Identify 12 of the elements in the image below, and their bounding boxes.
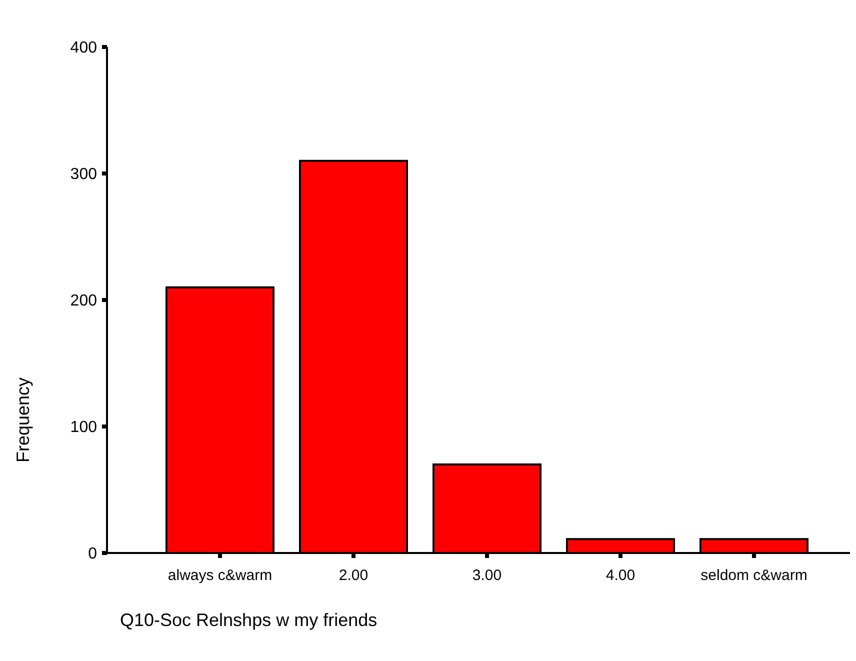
- y-tick-label: 100: [70, 419, 98, 436]
- y-tick-label: 300: [70, 166, 98, 184]
- y-axis-title: Frequency: [13, 377, 33, 463]
- y-tick-label: 400: [70, 40, 98, 57]
- x-tick-label: 4.00: [606, 567, 636, 584]
- y-tick-label: 200: [70, 292, 98, 310]
- x-tick-label: seldom c&warm: [700, 567, 808, 584]
- x-tick-label: 2.00: [338, 567, 368, 584]
- y-tick-label: 0: [88, 546, 98, 563]
- x-tick-label: always c&warm: [168, 567, 272, 584]
- x-axis-title: Q10-Soc Relnshps w my friends: [120, 610, 378, 630]
- x-tick-label: 3.00: [472, 567, 502, 584]
